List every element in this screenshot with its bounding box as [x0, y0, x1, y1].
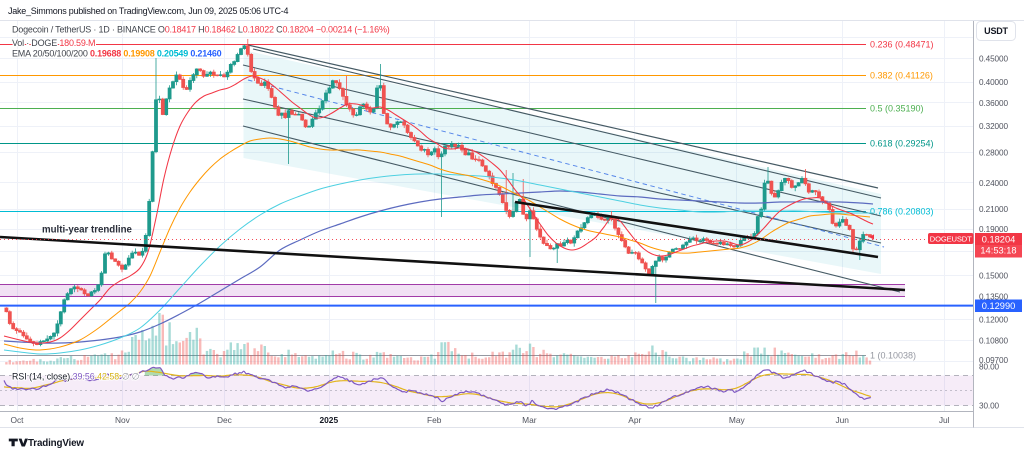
svg-text:0.236 (0.48471): 0.236 (0.48471) [870, 40, 934, 50]
svg-text:TradingView: TradingView [28, 438, 84, 449]
svg-text:0.36000: 0.36000 [979, 99, 1008, 108]
svg-text:Jake_Simmons published on Trad: Jake_Simmons published on TradingView.co… [8, 6, 288, 16]
svg-text:EMA 20/50/100/200 0.19688 0.19: EMA 20/50/100/200 0.19688 0.19908 0.2054… [12, 48, 222, 58]
svg-text:0.618 (0.29254): 0.618 (0.29254) [870, 139, 934, 149]
svg-text:0.19000: 0.19000 [979, 225, 1008, 234]
svg-text:0.21000: 0.21000 [979, 205, 1008, 214]
svg-text:Dogecoin / TetherUS · 1D · BIN: Dogecoin / TetherUS · 1D · BINANCE O0.18… [12, 25, 390, 35]
svg-text:0.24000: 0.24000 [979, 179, 1008, 188]
svg-text:Feb: Feb [427, 415, 442, 425]
svg-text:Nov: Nov [115, 415, 131, 425]
svg-text:0.13500: 0.13500 [979, 293, 1008, 302]
svg-text:Jun: Jun [835, 415, 849, 425]
svg-text:14:53:18: 14:53:18 [980, 246, 1016, 256]
svg-text:1 (0.10038): 1 (0.10038) [870, 351, 916, 361]
svg-text:0.45000: 0.45000 [979, 55, 1008, 64]
svg-text:EMA 20/50/100/200 0.19688 0.19: EMA 20/50/100/200 0.19688 0.19908 0.2054… [12, 48, 222, 58]
svg-text:DOGEUSDT: DOGEUSDT [930, 234, 972, 243]
svg-text:Dec: Dec [217, 415, 232, 425]
svg-text:30.00: 30.00 [979, 402, 1000, 411]
svg-text:Mar: Mar [522, 415, 537, 425]
svg-text:0.5 (0.35190): 0.5 (0.35190) [870, 104, 924, 114]
svg-text:Jul: Jul [939, 415, 950, 425]
svg-text:0.40000: 0.40000 [979, 78, 1008, 87]
svg-text:Vol · DOGE 180.59 M: Vol · DOGE 180.59 M [12, 38, 95, 48]
svg-text:0.32000: 0.32000 [979, 122, 1008, 131]
svg-text:Apr: Apr [628, 415, 641, 425]
svg-text:0.786 (0.20803): 0.786 (0.20803) [870, 207, 934, 217]
svg-text:multi-year trendline: multi-year trendline [42, 225, 133, 236]
svg-text:0.382 (0.41126): 0.382 (0.41126) [870, 71, 933, 81]
svg-text:80.00: 80.00 [979, 363, 1000, 372]
svg-text:May: May [729, 415, 746, 425]
svg-text:0.15000: 0.15000 [979, 272, 1008, 281]
svg-text:0.18204: 0.18204 [982, 234, 1016, 244]
svg-text:Oct: Oct [10, 415, 24, 425]
svg-text:Dogecoin / TetherUS · 1D · BIN: Dogecoin / TetherUS · 1D · BINANCE O0.18… [12, 25, 390, 35]
svg-text:0.28000: 0.28000 [979, 148, 1008, 157]
svg-text:Vol · DOGE 180.59 M: Vol · DOGE 180.59 M [12, 38, 95, 48]
svg-text:0.09700: 0.09700 [979, 356, 1008, 365]
svg-text:2025: 2025 [319, 415, 338, 425]
svg-text:USDT: USDT [984, 26, 1008, 36]
svg-text:RSI (14, close) 39.56 42.58 ∅: RSI (14, close) 39.56 42.58 ∅ ∅ [12, 372, 140, 382]
svg-text:0.12000: 0.12000 [979, 316, 1008, 325]
svg-text:0.12990: 0.12990 [982, 301, 1016, 311]
svg-text:RSI (14, close) 39.56 42.58 ∅: RSI (14, close) 39.56 42.58 ∅ ∅ [12, 372, 140, 382]
svg-text:0.10800: 0.10800 [979, 337, 1008, 346]
